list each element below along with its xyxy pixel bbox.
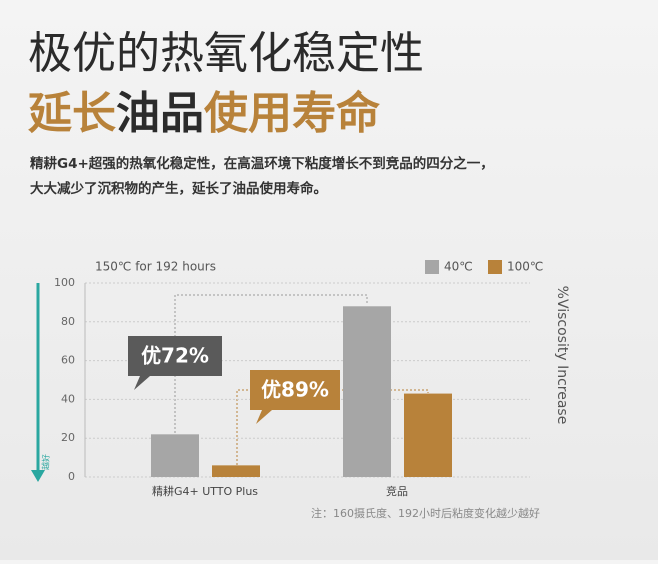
y-tick-label: 0 [68, 470, 75, 483]
callout-box [250, 370, 340, 410]
callout-tip [256, 410, 272, 424]
callout-tip [134, 376, 150, 390]
title-part: 延长 [28, 88, 116, 139]
bar [343, 306, 391, 477]
y-tick-label: 20 [61, 431, 75, 444]
legend-label: 40℃ [444, 260, 473, 274]
callout-text: 优89% [261, 378, 329, 402]
y-tick-label: 40 [61, 392, 75, 405]
x-tick-label: 竞品 [386, 484, 408, 498]
title-part: 使用寿命 [204, 88, 380, 139]
y-tick-label: 60 [61, 354, 75, 367]
connector [236, 389, 429, 465]
title-part: 油品 [116, 88, 204, 139]
note: 注：160摄氏度、192小时后粘度变化越少越好 [311, 506, 540, 520]
callout-box [128, 336, 222, 376]
x-tick-label: 精耕G4+ UTTO Plus [152, 484, 258, 498]
arrow-label: 越好 [41, 454, 51, 470]
chart-subtitle: 150℃ for 192 hours [95, 260, 216, 274]
legend-swatch [425, 260, 439, 274]
title-line1: 极优的热氧化稳定性 [28, 28, 424, 79]
bar [212, 465, 260, 477]
y-axis-label: %Viscosity Increase [554, 286, 570, 425]
description: 精耕G4+超强的热氧化稳定性，在高温环境下粘度增长不到竞品的四分之一， [30, 155, 494, 172]
legend-swatch [488, 260, 502, 274]
arrow-head [31, 470, 45, 482]
y-tick-label: 80 [61, 315, 75, 328]
bar [404, 393, 452, 477]
description: 大大减少了沉积物的产生，延长了油品使用寿命。 [30, 180, 327, 197]
y-tick-label: 100 [54, 276, 75, 289]
callout-text: 优72% [141, 344, 209, 368]
title-line2: 延长油品使用寿命 [28, 88, 380, 139]
bar [151, 434, 199, 477]
legend-label: 100℃ [507, 260, 543, 274]
